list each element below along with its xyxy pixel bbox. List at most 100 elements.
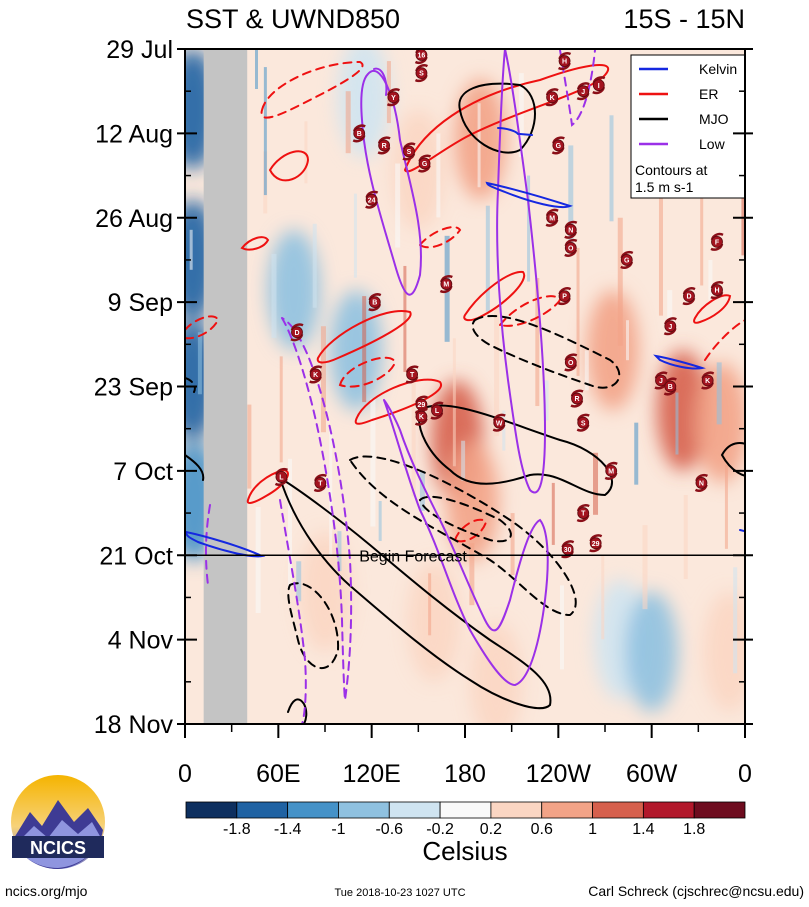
storm-marker: M xyxy=(604,461,618,480)
sst-streak xyxy=(510,513,515,576)
sst-streak xyxy=(362,296,367,403)
colorbar-swatch xyxy=(693,801,746,819)
er-contour-dashed xyxy=(498,295,562,327)
storm-eye xyxy=(309,368,322,381)
storm-label: B xyxy=(668,384,673,391)
storm-eye xyxy=(592,79,605,92)
er-contour xyxy=(354,378,443,425)
storm-label: N xyxy=(699,481,704,488)
sst-streak xyxy=(255,49,258,89)
storm-label: H xyxy=(562,59,567,66)
sst-streak xyxy=(477,103,481,188)
storm-label: B xyxy=(372,300,377,307)
storm-label: Y xyxy=(391,95,396,102)
sst-streak xyxy=(485,205,490,312)
y-tick-label: 12 Aug xyxy=(95,120,173,148)
sst-streak xyxy=(543,380,549,421)
y-tick-label: 23 Sep xyxy=(94,374,173,402)
storm-marker: P xyxy=(557,287,572,306)
colorbar-swatch xyxy=(185,801,238,819)
storm-eye xyxy=(275,471,288,483)
storm-marker: L xyxy=(274,467,289,486)
contour-note-line2: 1.5 m s-1 xyxy=(635,179,694,195)
sst-streak xyxy=(329,428,333,557)
storm-marker: J xyxy=(576,82,590,101)
er-contour-dashed xyxy=(704,319,745,361)
colorbar-swatch xyxy=(287,801,339,819)
sst-streak xyxy=(700,157,704,286)
storm-marker: N xyxy=(564,220,578,239)
er-contour-dashed xyxy=(418,226,462,249)
mjo-contour-dashed xyxy=(287,582,340,670)
mjo-contour xyxy=(287,698,308,724)
colorbar-tick-label: -0.6 xyxy=(375,821,403,838)
storm-label: S xyxy=(581,420,586,427)
colorbar-swatch xyxy=(388,801,441,819)
sst-streak xyxy=(494,308,500,437)
storm-marker: S xyxy=(414,64,429,83)
colorbar-tick-label: 0.6 xyxy=(531,821,553,838)
x-tick-label: 0 xyxy=(738,760,752,788)
storm-eye xyxy=(564,241,577,254)
low-contour-dashed xyxy=(559,49,596,127)
footer-url: ncics.org/mjo xyxy=(5,883,88,899)
colorbar-tick-label: -1.4 xyxy=(274,821,302,838)
colorbar-swatch xyxy=(592,801,644,819)
legend-box xyxy=(630,54,746,199)
storm-eye xyxy=(387,91,400,104)
er-contour xyxy=(316,309,412,364)
storm-marker: K xyxy=(414,407,429,426)
colorbar-tick-label: -1 xyxy=(331,821,345,838)
er-contour-dashed xyxy=(338,356,397,388)
sst-anomaly-cell xyxy=(470,621,523,724)
y-tick-label: 29 Jul xyxy=(106,36,173,64)
storm-marker: G xyxy=(551,136,565,155)
x-tick-label: 180 xyxy=(444,760,486,788)
land-mask xyxy=(203,49,248,724)
mjo-contour xyxy=(458,82,536,154)
sst-streak xyxy=(593,452,599,515)
er-contour xyxy=(693,294,732,324)
sst-streak xyxy=(255,507,261,614)
sst-streak xyxy=(601,555,605,640)
storm-eye xyxy=(701,374,714,387)
sst-streak xyxy=(675,392,679,455)
storm-label: G xyxy=(624,258,630,265)
storm-eye xyxy=(314,477,327,489)
contour-layer xyxy=(185,49,745,724)
sst-streak xyxy=(667,290,673,331)
storm-label: M xyxy=(608,468,614,475)
sst-streak xyxy=(312,223,317,308)
mjo-contour xyxy=(185,454,205,481)
sst-streak xyxy=(337,531,342,572)
sst-streak xyxy=(683,494,688,579)
sst-streak xyxy=(733,567,738,674)
storm-label: L xyxy=(279,475,284,482)
ncics-logo: NCICS xyxy=(11,775,105,869)
sst-streak xyxy=(716,362,722,425)
storm-label: 16 xyxy=(418,53,426,60)
sst-streak xyxy=(436,133,441,218)
storm-marker: R xyxy=(570,389,584,408)
sst-anomaly-cell xyxy=(337,49,390,158)
chart-subtitle: 15S - 15N xyxy=(623,4,745,34)
sst-streak xyxy=(551,482,555,545)
storm-marker: D xyxy=(682,287,696,306)
colorbar-tick-label: 1 xyxy=(588,821,597,838)
sst-streak xyxy=(617,217,623,346)
storm-marker: D xyxy=(290,323,304,342)
colorbar-tick-label: -0.2 xyxy=(426,821,454,838)
mjo-contour-dashed xyxy=(348,455,577,617)
storm-marker: Y xyxy=(386,88,401,107)
storm-label: G xyxy=(422,161,428,168)
storm-eye xyxy=(683,290,695,302)
storm-marker: 24 xyxy=(365,190,379,209)
sst-streak xyxy=(279,356,283,463)
low-contour xyxy=(360,69,422,296)
storm-marker: I xyxy=(592,76,606,95)
storm-label: P xyxy=(562,294,567,301)
storm-marker: O xyxy=(564,353,578,372)
y-tick-label: 7 Oct xyxy=(113,458,173,486)
storm-eye xyxy=(577,416,590,429)
